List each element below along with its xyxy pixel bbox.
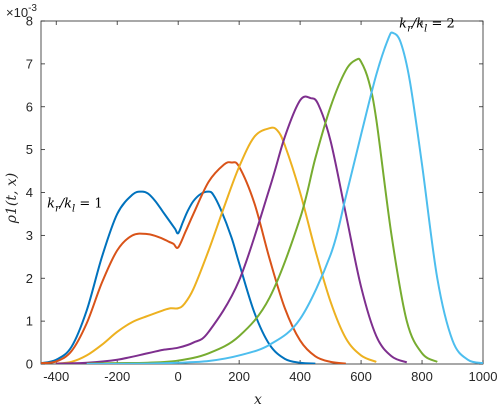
y-tick-label: 1 [26, 314, 33, 329]
series-line-2 [41, 161, 346, 364]
x-tick-label: 200 [228, 369, 250, 384]
y-tick-label: 0 [26, 357, 33, 372]
x-tick-label: 600 [350, 369, 372, 384]
x-tick-label: 1000 [469, 369, 498, 384]
y-tick-label: 7 [26, 56, 33, 71]
axes-box [40, 20, 484, 365]
series-line-1 [41, 190, 316, 364]
x-axis-label: x [254, 392, 262, 408]
plot-area: -400 -200 0 200 400 600 800 1000 0 1 2 3 4 5 6 7 8 kr/kl … [26, 14, 498, 385]
y-tick-label: 8 [26, 14, 33, 29]
y-axis-label: ρ1(t, x) [4, 173, 20, 224]
series-line-4 [56, 95, 408, 364]
x-tick-label: -400 [43, 369, 69, 384]
y-tick-label: 3 [26, 228, 33, 243]
series-line-6 [86, 31, 483, 364]
y-tick-label: 5 [26, 142, 33, 157]
x-tick-label: 400 [289, 369, 311, 384]
annotation-2: kr/kl = 2 [399, 16, 455, 34]
y-exponent-label: ×10-3 [6, 3, 37, 20]
x-tick-label: 800 [411, 369, 433, 384]
y-tick-label: 4 [26, 185, 33, 200]
y-tick-label: 2 [26, 271, 33, 286]
series-line-5 [86, 57, 438, 364]
x-tick-label: 0 [175, 369, 182, 384]
series-line-3 [56, 126, 377, 364]
annotation-1: kr/kl = 1 [47, 197, 103, 215]
x-tick-label: -200 [104, 369, 130, 384]
y-tick-label: 6 [26, 99, 33, 114]
